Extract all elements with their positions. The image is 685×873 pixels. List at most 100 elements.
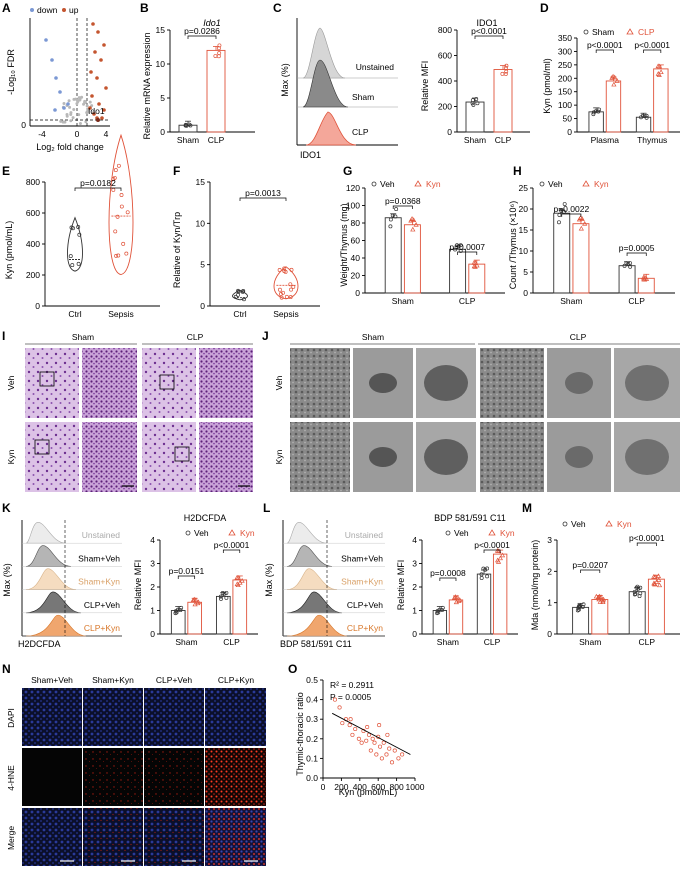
data-point — [472, 264, 478, 269]
data-point — [222, 591, 227, 596]
bar — [187, 601, 203, 635]
y-tick: 40 — [351, 253, 361, 263]
volcano-point-ns — [69, 119, 73, 123]
data-point — [408, 217, 414, 223]
legend-down-dot — [30, 8, 34, 12]
x-axis-label: Log₂ fold change — [36, 142, 104, 152]
volcano-point-up — [91, 22, 95, 26]
legend-marker — [605, 520, 613, 527]
significance-bracket — [457, 251, 478, 255]
mitochondrion — [369, 447, 397, 467]
data-point — [389, 760, 395, 765]
data-point — [70, 263, 75, 268]
legend-marker — [185, 530, 191, 536]
x-tick: 0 — [321, 782, 326, 792]
p-value: p=0.0207 — [572, 560, 608, 570]
data-point — [384, 752, 389, 757]
data-point — [115, 214, 120, 219]
data-point — [111, 187, 116, 192]
significance-bracket — [580, 569, 601, 573]
data-point — [219, 596, 223, 601]
volcano-point-down — [44, 38, 48, 42]
data-point — [178, 608, 183, 613]
data-point — [479, 572, 484, 577]
data-point — [474, 97, 479, 102]
col-label: Sham+Veh — [31, 675, 73, 685]
x-axis-label: BDP 581/591 C11 — [280, 639, 352, 649]
p-value: p<0.0001 — [587, 40, 623, 50]
legend-entry: Kyn — [617, 519, 632, 529]
y-tick: 1 — [412, 606, 417, 616]
data-point — [77, 232, 82, 237]
data-point — [656, 577, 662, 582]
data-point — [453, 247, 458, 252]
volcano-point-ns — [77, 113, 81, 117]
data-point — [637, 594, 642, 599]
legend-entry: Veh — [454, 528, 469, 538]
if-hne-sham-kyn — [83, 748, 143, 806]
volcano-point-down — [62, 106, 66, 110]
legend-entry: Veh — [571, 519, 586, 529]
y-tick: 350 — [558, 33, 572, 43]
y-axis-label: Max (%) — [280, 63, 290, 97]
col-label: CLP — [187, 332, 204, 342]
volcano-point-ns — [77, 96, 81, 100]
data-point — [116, 253, 121, 258]
panel-f: F 0 5 10 15 Ctrl Sepsis p=0.0013 Relative of K… — [172, 164, 320, 319]
volcano-point-ns — [69, 113, 73, 117]
x-category: CLP — [484, 637, 501, 647]
bar — [653, 68, 669, 133]
volcano-point-ns — [78, 121, 82, 125]
data-point — [233, 294, 238, 299]
hist-label: Unstained — [356, 62, 395, 72]
if-dapi-clp-veh — [144, 688, 204, 746]
legend-marker — [539, 181, 545, 187]
data-point — [195, 600, 201, 606]
y-tick: 400 — [438, 76, 452, 86]
y-tick: 0.1 — [306, 753, 318, 763]
volcano-point-ns — [62, 120, 66, 124]
he-overview-sham-veh — [25, 348, 79, 418]
y-tick: 200 — [558, 73, 572, 83]
volcano-point-ns — [71, 116, 75, 120]
data-point — [377, 744, 383, 749]
he-zoom-clp-veh — [199, 348, 253, 418]
data-point — [458, 243, 463, 248]
data-point — [124, 251, 129, 256]
data-point — [656, 72, 662, 77]
volcano-point-up — [104, 86, 108, 90]
data-point — [278, 291, 283, 296]
panel-b: B Ido1 0 5 10 15 Sham CLP p=0.0286 Relative mR… — [140, 1, 255, 145]
data-point — [68, 254, 73, 259]
row-label: Veh — [274, 375, 284, 390]
hist-label: CLP+Kyn — [347, 623, 383, 633]
data-point — [652, 581, 658, 586]
panel-label: B — [140, 1, 149, 15]
col-label: Sham — [362, 332, 384, 342]
data-point — [379, 756, 384, 761]
chart-k: 0 1 2 3 4 Sham CLP p=0.0151 p<0.0001 Veh Kyn — [150, 528, 258, 647]
data-point — [499, 552, 506, 558]
p-value: p<0.0001 — [214, 540, 250, 550]
y-tick: 0.0 — [306, 773, 318, 783]
data-point — [593, 109, 598, 114]
data-point — [216, 46, 221, 51]
data-point — [479, 576, 484, 580]
zoom-box — [39, 371, 55, 387]
p-value: p=0.0007 — [449, 242, 485, 252]
data-point — [451, 595, 458, 600]
bar — [591, 599, 609, 635]
y-tick: 10 — [156, 59, 166, 69]
panel-label: A — [2, 1, 11, 15]
data-point — [350, 732, 355, 737]
panel-label: J — [262, 329, 269, 343]
volcano-point-up — [99, 58, 103, 62]
data-point — [591, 110, 596, 115]
y-tick: 25 — [519, 183, 529, 193]
x-category: Sepsis — [108, 309, 134, 319]
legend-entry: Veh — [380, 179, 395, 189]
volcano-point-up — [102, 43, 106, 47]
y-axis-label: Relative mRNA expression — [142, 32, 152, 139]
y-tick: 2 — [547, 566, 552, 576]
